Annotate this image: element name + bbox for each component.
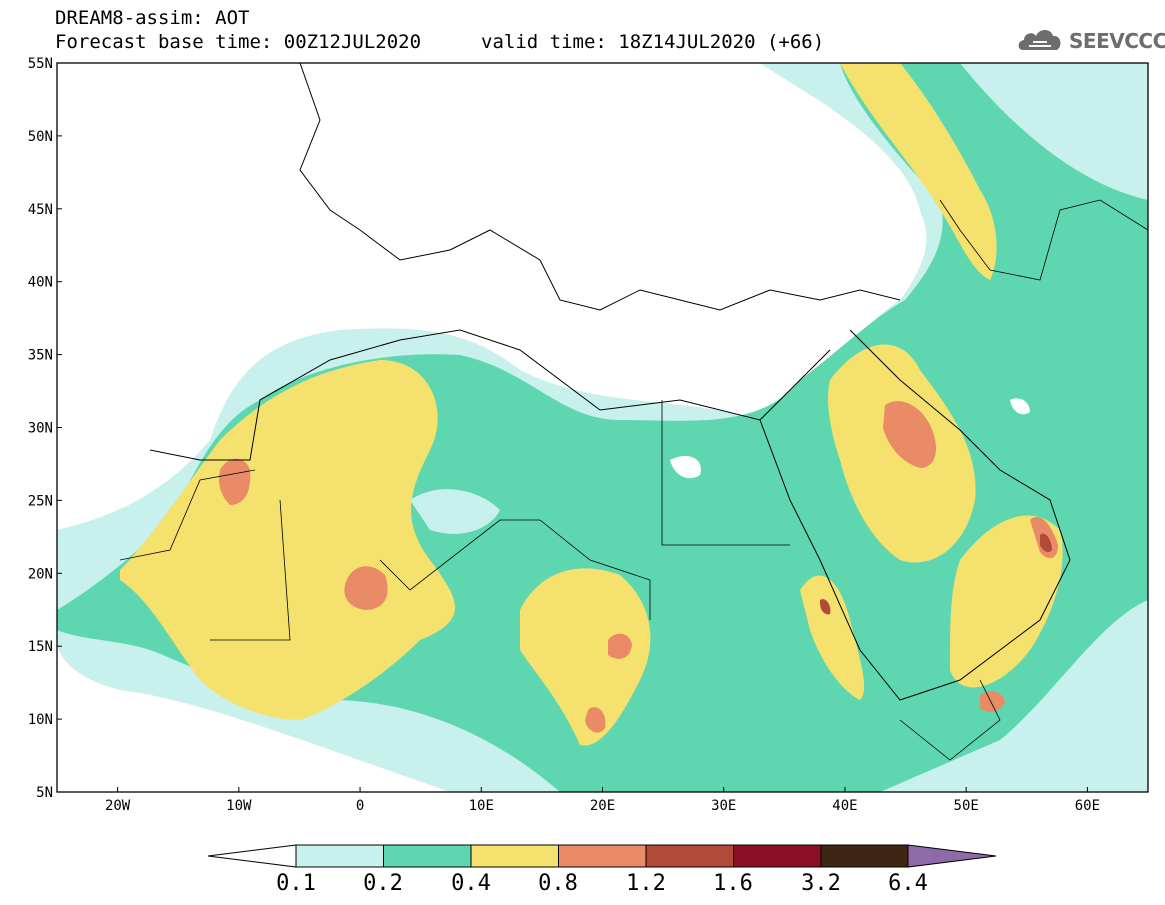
lat-tick-label: 25N (28, 493, 53, 509)
cloud-icon (1018, 30, 1061, 50)
colorbar-label: 0.8 (538, 871, 578, 896)
colorbar-label: 0.4 (451, 871, 491, 896)
colorbar-swatch (383, 844, 472, 868)
aot-level-0-8 (608, 633, 632, 659)
aot-level-0-8 (585, 707, 606, 733)
aot-level-0-8 (344, 566, 388, 610)
lon-tick-label: 10E (469, 798, 494, 814)
colorbar-label: 0.2 (363, 871, 403, 896)
map-title: DREAM8-assim: AOT (55, 7, 250, 29)
colorbar-label: 1.2 (626, 871, 666, 896)
colorbar-swatch (470, 844, 559, 868)
lon-tick-label: 20W (105, 798, 131, 814)
colorbar-swatch (558, 844, 647, 868)
seevccc-logo: SEEVCCC (1017, 24, 1165, 58)
lat-tick-label: 50N (28, 129, 53, 145)
lon-tick-label: 20E (590, 798, 615, 814)
colorbar (207, 844, 997, 868)
colorbar-under-triangle (207, 844, 297, 868)
lat-tick-label: 15N (28, 639, 53, 655)
colorbar-label: 6.4 (888, 871, 928, 896)
aot-level-0-4 (520, 568, 651, 746)
lat-tick-label: 5N (36, 785, 53, 801)
aot-level-1-2 (1040, 533, 1052, 553)
aot-level-0-4 (120, 360, 455, 720)
aot-level-0-8 (883, 401, 936, 468)
lat-tick-label: 35N (28, 348, 53, 364)
aot-level-0-4 (800, 575, 865, 700)
aot-field (57, 63, 1148, 792)
lat-tick-label: 10N (28, 712, 53, 728)
lat-tick-label: 45N (28, 202, 53, 218)
lon-tick-label: 40E (832, 798, 857, 814)
lon-tick-label: 50E (954, 798, 979, 814)
longitude-axis: 20W 10W 0 10E 20E 30E 40E 50E 60E (105, 787, 1100, 814)
colorbar-swatch (295, 844, 384, 868)
lon-tick-label: 10W (226, 798, 252, 814)
aot-level-0-8 (218, 458, 251, 505)
colorbar-label: 0.1 (276, 871, 316, 896)
aot-level-0-4 (950, 515, 1063, 688)
lon-tick-label: 30E (711, 798, 736, 814)
lon-tick-label: 60E (1075, 798, 1100, 814)
latitude-axis: 55N 50N 45N 40N 35N 30N 25N 20N 15N 10N 5N (28, 56, 62, 801)
aot-level-0-8 (980, 691, 1005, 712)
lat-tick-label: 30N (28, 421, 53, 437)
logo-text: SEEVCCC (1069, 29, 1165, 53)
colorbar-swatch (820, 844, 909, 868)
lat-tick-label: 55N (28, 56, 53, 72)
colorbar-label: 3.2 (801, 871, 841, 896)
lat-tick-label: 40N (28, 275, 53, 291)
colorbar-swatch (645, 844, 734, 868)
forecast-base-time: Forecast base time: 00Z12JUL2020 (55, 31, 422, 53)
aot-level-1-2 (819, 599, 831, 615)
lon-tick-label: 0 (356, 798, 364, 814)
colorbar-swatch (733, 844, 822, 868)
colorbar-over-triangle (907, 844, 997, 868)
lat-tick-label: 20N (28, 566, 53, 582)
colorbar-label: 1.6 (713, 871, 753, 896)
valid-time: valid time: 18Z14JUL2020 (+66) (481, 31, 825, 53)
